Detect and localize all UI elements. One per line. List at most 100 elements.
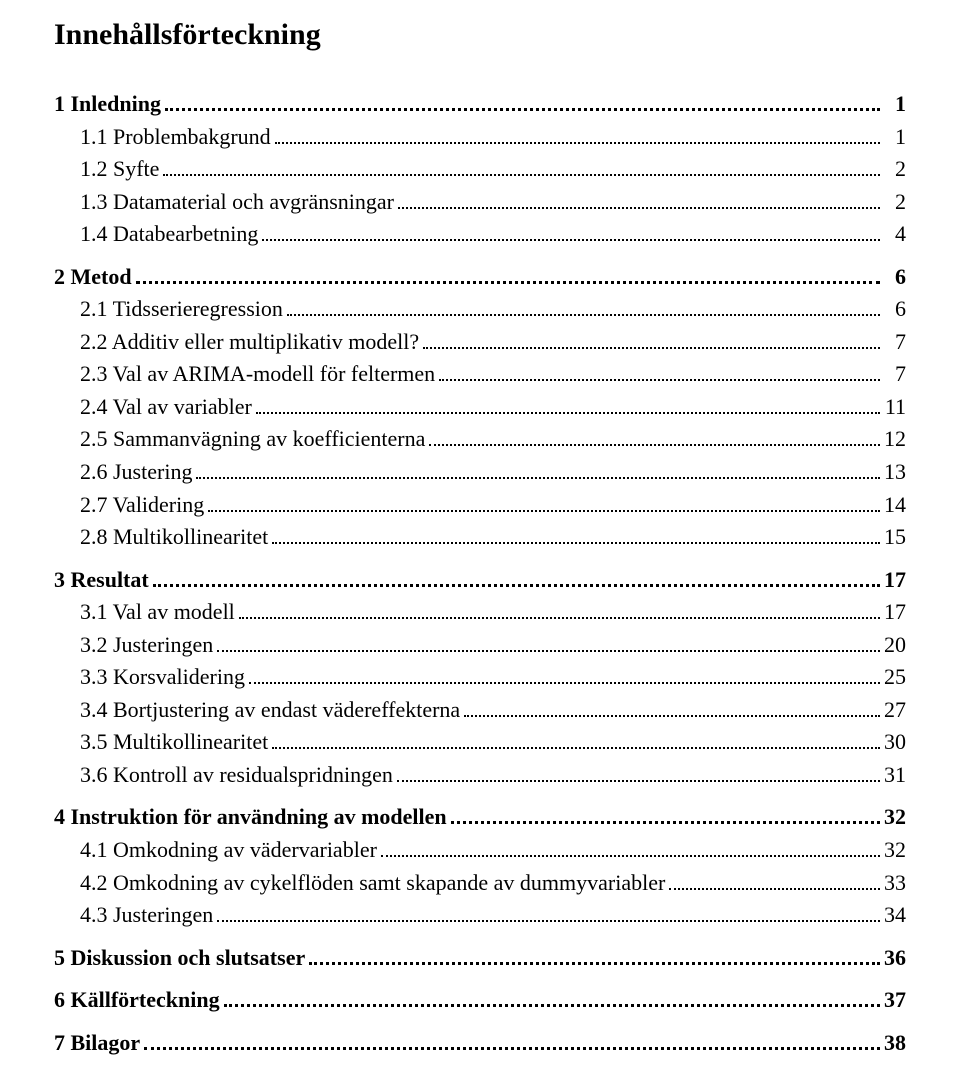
- toc-leader-dots: [136, 266, 880, 283]
- table-of-contents: 1 Inledning11.1 Problembakgrund11.2 Syft…: [54, 88, 906, 1059]
- toc-row: 1.4 Databearbetning4: [54, 218, 906, 251]
- toc-leader-dots: [381, 841, 880, 857]
- toc-row: 2.5 Sammanvägning av koefficienterna 12: [54, 423, 906, 456]
- toc-entry-page: 1: [884, 88, 906, 121]
- toc-entry-page: 32: [884, 834, 906, 867]
- toc-row: 2.7 Validering 14: [54, 489, 906, 522]
- toc-entry-label: 3.4 Bortjustering av endast vädereffekte…: [54, 694, 460, 727]
- toc-entry-label: 3.1 Val av modell: [54, 596, 235, 629]
- toc-entry-label: 2.1 Tidsserieregression: [54, 293, 283, 326]
- toc-entry-page: 30: [884, 726, 906, 759]
- toc-entry-page: 17: [884, 564, 906, 597]
- toc-entry-page: 6: [884, 293, 906, 326]
- toc-row: 2.6 Justering 13: [54, 456, 906, 489]
- toc-leader-dots: [451, 807, 880, 824]
- toc-leader-dots: [163, 160, 880, 176]
- page-title: Innehållsförteckning: [54, 18, 906, 52]
- toc-entry-label: 4.2 Omkodning av cykelflöden samt skapan…: [54, 867, 665, 900]
- toc-leader-dots: [144, 1032, 880, 1049]
- toc-leader-dots: [208, 495, 880, 511]
- toc-entry-page: 4: [884, 218, 906, 251]
- toc-leader-dots: [239, 603, 880, 619]
- toc-entry-page: 20: [884, 629, 906, 662]
- toc-entry-page: 13: [884, 456, 906, 489]
- toc-entry-page: 2: [884, 153, 906, 186]
- toc-entry-page: 11: [884, 391, 906, 424]
- toc-entry-label: 3.2 Justeringen: [54, 629, 213, 662]
- toc-entry-label: 2.5 Sammanvägning av koefficienterna: [54, 423, 425, 456]
- toc-gap: [54, 974, 906, 984]
- toc-row: 1.3 Datamaterial och avgränsningar 2: [54, 186, 906, 219]
- toc-row: 4.3 Justeringen34: [54, 899, 906, 932]
- toc-leader-dots: [429, 430, 880, 446]
- toc-entry-page: 36: [884, 942, 906, 975]
- toc-entry-label: 1.1 Problembakgrund: [54, 121, 271, 154]
- toc-entry-page: 14: [884, 489, 906, 522]
- toc-leader-dots: [275, 127, 880, 143]
- toc-entry-label: 1 Inledning: [54, 88, 161, 121]
- toc-entry-label: 2.4 Val av variabler: [54, 391, 252, 424]
- toc-entry-label: 2.3 Val av ARIMA-modell för feltermen: [54, 358, 435, 391]
- toc-leader-dots: [217, 906, 880, 922]
- toc-leader-dots: [287, 300, 880, 316]
- toc-entry-label: 3.3 Korsvalidering: [54, 661, 245, 694]
- toc-row: 2.3 Val av ARIMA-modell för feltermen 7: [54, 358, 906, 391]
- toc-leader-dots: [464, 701, 880, 717]
- toc-entry-page: 2: [884, 186, 906, 219]
- toc-entry-page: 12: [884, 423, 906, 456]
- toc-row: 3.6 Kontroll av residualspridningen 31: [54, 759, 906, 792]
- toc-row: 2.8 Multikollinearitet15: [54, 521, 906, 554]
- toc-entry-page: 1: [884, 121, 906, 154]
- toc-leader-dots: [423, 333, 880, 349]
- toc-leader-dots: [249, 668, 880, 684]
- toc-entry-label: 2 Metod: [54, 261, 132, 294]
- toc-entry-label: 4.1 Omkodning av vädervariabler: [54, 834, 377, 867]
- toc-entry-label: 2.6 Justering: [54, 456, 192, 489]
- toc-entry-label: 2.2 Additiv eller multiplikativ modell?: [54, 326, 419, 359]
- toc-row: 3.4 Bortjustering av endast vädereffekte…: [54, 694, 906, 727]
- toc-row: 2.4 Val av variabler 11: [54, 391, 906, 424]
- toc-leader-dots: [272, 733, 880, 749]
- toc-entry-label: 3.6 Kontroll av residualspridningen: [54, 759, 393, 792]
- toc-leader-dots: [196, 463, 880, 479]
- toc-leader-dots: [217, 635, 880, 651]
- toc-entry-label: 6 Källförteckning: [54, 984, 220, 1017]
- toc-entry-label: 2.7 Validering: [54, 489, 204, 522]
- toc-leader-dots: [165, 94, 880, 111]
- toc-row: 2.1 Tidsserieregression 6: [54, 293, 906, 326]
- toc-entry-label: 1.2 Syfte: [54, 153, 159, 186]
- toc-row: 1.1 Problembakgrund 1: [54, 121, 906, 154]
- toc-entry-label: 3 Resultat: [54, 564, 149, 597]
- toc-entry-page: 7: [884, 326, 906, 359]
- page: Innehållsförteckning 1 Inledning11.1 Pro…: [0, 0, 960, 1075]
- toc-entry-label: 1.3 Datamaterial och avgränsningar: [54, 186, 394, 219]
- toc-row: 1 Inledning 1: [54, 88, 906, 121]
- toc-entry-label: 2.8 Multikollinearitet: [54, 521, 268, 554]
- toc-leader-dots: [272, 528, 880, 544]
- toc-leader-dots: [439, 365, 880, 381]
- toc-entry-label: 4 Instruktion för användning av modellen: [54, 801, 447, 834]
- toc-gap: [54, 791, 906, 801]
- toc-entry-label: 5 Diskussion och slutsatser: [54, 942, 305, 975]
- toc-row: 3.5 Multikollinearitet 30: [54, 726, 906, 759]
- toc-entry-page: 27: [884, 694, 906, 727]
- toc-leader-dots: [397, 766, 880, 782]
- toc-row: 2 Metod6: [54, 261, 906, 294]
- toc-entry-page: 38: [884, 1027, 906, 1060]
- toc-entry-page: 25: [884, 661, 906, 694]
- toc-entry-page: 31: [884, 759, 906, 792]
- toc-row: 4.2 Omkodning av cykelflöden samt skapan…: [54, 867, 906, 900]
- toc-row: 6 Källförteckning 37: [54, 984, 906, 1017]
- toc-row: 3.1 Val av modell17: [54, 596, 906, 629]
- toc-row: 1.2 Syfte 2: [54, 153, 906, 186]
- toc-row: 4 Instruktion för användning av modellen…: [54, 801, 906, 834]
- toc-leader-dots: [398, 192, 880, 208]
- toc-entry-page: 37: [884, 984, 906, 1017]
- toc-gap: [54, 554, 906, 564]
- toc-entry-label: 3.5 Multikollinearitet: [54, 726, 268, 759]
- toc-gap: [54, 932, 906, 942]
- toc-leader-dots: [224, 990, 880, 1007]
- toc-entry-label: 4.3 Justeringen: [54, 899, 213, 932]
- toc-row: 7 Bilagor38: [54, 1027, 906, 1060]
- toc-entry-page: 7: [884, 358, 906, 391]
